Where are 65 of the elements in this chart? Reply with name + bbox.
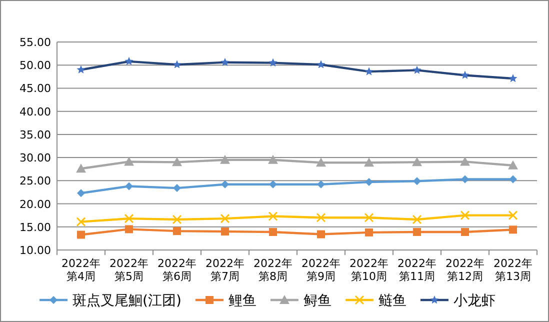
x-tick-label: 2022年第12周 [446,257,484,283]
point [124,214,134,224]
point [76,217,86,227]
point [508,160,518,170]
y-tick-label: 20.00 [20,198,51,211]
point [413,228,421,236]
y-tick-label: 55.00 [20,36,51,49]
point [173,227,181,236]
legend-label: 斑点叉尾鮰(江团) [72,293,182,309]
point [269,180,277,188]
point [316,158,326,167]
y-tick-label: 30.00 [20,152,51,165]
y-tick-label: 10.00 [20,244,51,257]
point [460,210,470,220]
y-tick-label: 25.00 [20,174,51,188]
x-tick-label: 2022年第7周 [206,257,244,283]
point [509,226,517,234]
point [125,225,133,234]
point [268,212,278,222]
point [316,212,326,222]
x-tick-label: 2022年第10周 [350,257,388,283]
legend-label: 小龙虾 [453,293,496,309]
point [221,180,229,188]
x-tick-label: 2022年第9周 [302,257,340,283]
point [317,180,325,188]
y-tick-label: 15.00 [20,220,51,234]
point [77,230,85,239]
point [220,154,230,164]
point [220,214,230,224]
x-tick-label: 2022年第5周 [110,257,148,283]
x-tick-label: 2022年第13周 [494,257,532,283]
legend-label: 鲟鱼 [303,293,332,309]
point [413,177,421,186]
point [76,164,86,173]
point [365,178,373,186]
point [509,175,517,184]
point [172,214,182,224]
y-tick-label: 50.00 [20,59,51,72]
point [461,175,469,184]
point [508,210,518,220]
point [461,228,469,236]
point [412,157,422,166]
point [364,212,374,222]
point [173,184,181,192]
legend-label: 鲢鱼 [378,293,406,309]
point [124,156,134,166]
point [77,189,85,198]
point [172,157,182,166]
point [317,230,325,238]
point [364,158,374,167]
x-tick-label: 2022年第11周 [398,257,436,283]
y-tick-label: 45.00 [20,82,51,96]
y-tick-label: 35.00 [20,128,51,142]
point [125,182,133,190]
point [460,156,470,166]
point [365,228,373,236]
point [412,214,422,224]
point [269,228,277,236]
x-tick-label: 2022年第8周 [254,257,292,283]
point [221,228,229,236]
y-tick-label: 40.00 [20,105,51,118]
point [268,154,278,164]
x-tick-label: 2022年第6周 [158,257,196,283]
x-tick-label: 2022年第4周 [62,257,100,283]
legend-label: 鲤鱼 [228,293,256,309]
